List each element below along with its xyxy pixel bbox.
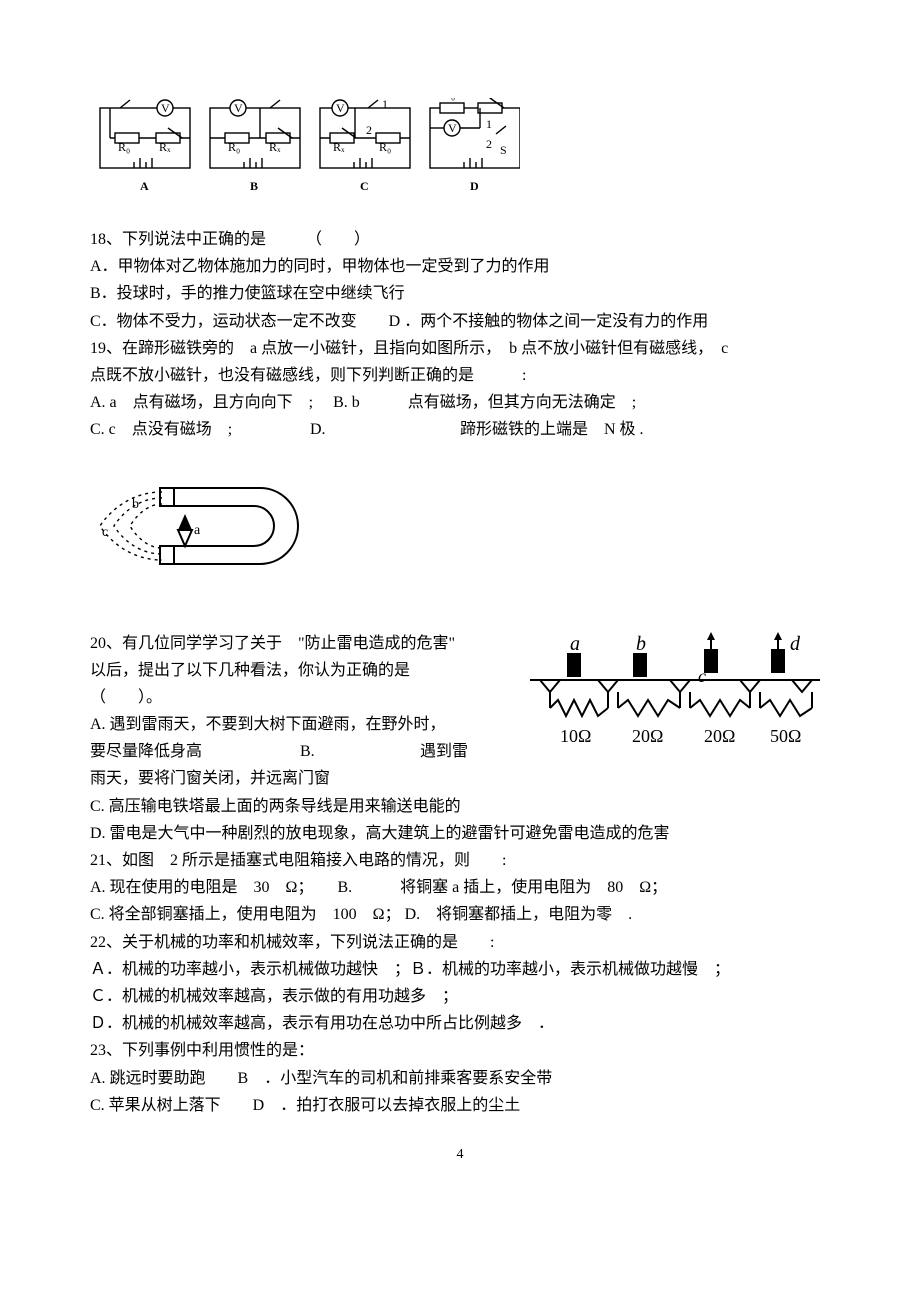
- svg-text:1: 1: [382, 98, 388, 111]
- magnet-diagram: a b c: [90, 462, 830, 602]
- resistor-values: 10Ω 20Ω 20Ω 50Ω: [560, 726, 801, 746]
- circuits-svg: V R₀ Rₓ A V R₀ Rₓ: [90, 98, 520, 208]
- circuit-b: V R₀ Rₓ B: [210, 100, 300, 193]
- resistor-box-diagram: a b c d 10Ω 20Ω 20Ω 50Ω: [520, 630, 830, 769]
- label-b: B: [250, 179, 258, 193]
- svg-text:Rₓ: Rₓ: [159, 140, 171, 154]
- svg-text:1: 1: [486, 117, 492, 131]
- label-c-point: c: [102, 525, 108, 540]
- q20-d: D. 雷电是大气中一种剧烈的放电现象，高大建筑上的避雷针可避免雷电造成的危害: [90, 820, 830, 847]
- label-c: C: [360, 179, 369, 193]
- q19-l1: 19、在蹄形磁铁旁的 a 点放一小磁针，且指向如图所示， b 点不放小磁针但有磁…: [90, 335, 830, 362]
- q20-l5: 要尽量降低身高 B. 遇到雷: [90, 738, 502, 765]
- q19-l2: 点既不放小磁针，也没有磁感线，则下列判断正确的是 :: [90, 362, 830, 389]
- q18-a: A．甲物体对乙物体施加力的同时，甲物体也一定受到了力的作用: [90, 253, 830, 280]
- plug-c-label: c: [698, 666, 706, 686]
- q20-block: 20、有几位同学学习了关于 "防止雷电造成的危害" 以后，提出了以下几种看法，你…: [90, 630, 830, 793]
- q21-cd: C. 将全部铜塞插上，使用电阻为 100 Ω； D. 将铜塞都插上，电阻为零 .: [90, 901, 830, 928]
- q19-cd: C. c 点没有磁场 ; D. 蹄形磁铁的上端是 N 极 .: [90, 416, 830, 443]
- q20-l3: （ ）。: [90, 684, 502, 711]
- circuit-a: V R₀ Rₓ A: [100, 100, 190, 193]
- q23-stem: 23、下列事例中利用惯性的是：: [90, 1037, 830, 1064]
- magnet-svg: a b c: [90, 462, 300, 602]
- page-body: V R₀ Rₓ A V R₀ Rₓ: [0, 0, 920, 1207]
- plug-labels: a b c d: [570, 633, 801, 686]
- svg-text:R₀: R₀: [118, 140, 130, 154]
- plug-a-label: a: [570, 633, 580, 655]
- page-number: 4: [90, 1143, 830, 1167]
- q21-ab: A. 现在使用的电阻是 30 Ω； B. 将铜塞 a 插上，使用电阻为 80 Ω…: [90, 874, 830, 901]
- q19-ab: A. a 点有磁场，且方向向下 ; B. b 点有磁场，但其方向无法确定 ;: [90, 389, 830, 416]
- svg-text:R₀: R₀: [379, 140, 391, 154]
- svg-text:V: V: [448, 121, 457, 135]
- svg-text:Rₓ: Rₓ: [333, 140, 345, 154]
- svg-text:R₀: R₀: [443, 98, 455, 101]
- q20-l1: 20、有几位同学学习了关于 "防止雷电造成的危害": [90, 630, 502, 657]
- q20-c: C. 高压输电铁塔最上面的两条导线是用来输送电能的: [90, 793, 830, 820]
- q19-c-prefix: C. c 点没有磁场 ;: [90, 416, 310, 443]
- circuit-diagram-row: V R₀ Rₓ A V R₀ Rₓ: [90, 98, 830, 208]
- label-a: A: [140, 179, 149, 193]
- svg-text:2: 2: [366, 123, 372, 137]
- svg-text:S: S: [500, 143, 507, 157]
- q23-cd: C. 苹果从树上落下 D ．拍打衣服可以去掉衣服上的尘土: [90, 1092, 830, 1119]
- label-a-point: a: [194, 523, 201, 538]
- q22-d: Ｄ．机械的机械效率越高，表示有用功在总功中所占比例越多 ．: [90, 1010, 830, 1037]
- q21-stem: 21、如图 2 所示是插塞式电阻箱接入电路的情况，则 :: [90, 847, 830, 874]
- svg-text:Rₓ: Rₓ: [269, 140, 281, 154]
- q20-l5-prefix: 要尽量降低身高: [90, 738, 300, 765]
- q20-l4: A. 遇到雷雨天，不要到大树下面避雨，在野外时，: [90, 711, 502, 738]
- plug-d-label: d: [790, 633, 801, 655]
- r3-value: 20Ω: [704, 726, 735, 746]
- v-symbol: V: [161, 101, 170, 115]
- q22-stem: 22、关于机械的功率和机械效率，下列说法正确的是 :: [90, 929, 830, 956]
- q19-d-mid: D.: [310, 416, 460, 443]
- r4-value: 50Ω: [770, 726, 801, 746]
- svg-text:R₀: R₀: [228, 140, 240, 154]
- q18-stem: 18、下列说法中正确的是 （ ）: [90, 226, 830, 253]
- svg-text:2: 2: [486, 137, 492, 151]
- q18-b: B．投球时，手的推力使篮球在空中继续飞行: [90, 280, 830, 307]
- q22-ab: Ａ．机械的功率越小，表示机械做功越快 ；Ｂ．机械的功率越小，表示机械做功越慢 ；: [90, 956, 830, 983]
- q20-l2: 以后，提出了以下几种看法，你认为正确的是: [90, 657, 502, 684]
- label-b-point: b: [132, 497, 139, 512]
- q20-l5-suffix: 遇到雷: [420, 738, 468, 765]
- circuit-c: V 1 Rₓ 2 R₀ C: [320, 98, 410, 193]
- q20-l5-b: B.: [300, 738, 420, 765]
- circuit-d: R₀ Rₓ V 12 S D: [430, 98, 520, 193]
- q20-l6: 雨天，要将门窗关闭，并远离门窗: [90, 765, 502, 792]
- q18-cd: C．物体不受力，运动状态一定不改变 D ．两个不接触的物体之间一定没有力的作用: [90, 308, 830, 335]
- r2-value: 20Ω: [632, 726, 663, 746]
- svg-text:V: V: [234, 101, 243, 115]
- q22-c: Ｃ．机械的机械效率越高，表示做的有用功越多 ；: [90, 983, 830, 1010]
- resistor-box-svg: a b c d 10Ω 20Ω 20Ω 50Ω: [520, 630, 830, 760]
- q19-d-suffix: 蹄形磁铁的上端是 N 极 .: [460, 416, 644, 443]
- plug-b-label: b: [636, 633, 646, 655]
- svg-text:V: V: [336, 101, 345, 115]
- r1-value: 10Ω: [560, 726, 591, 746]
- label-d: D: [470, 179, 479, 193]
- q23-ab: A. 跳远时要助跑 B ．小型汽车的司机和前排乘客要系安全带: [90, 1065, 830, 1092]
